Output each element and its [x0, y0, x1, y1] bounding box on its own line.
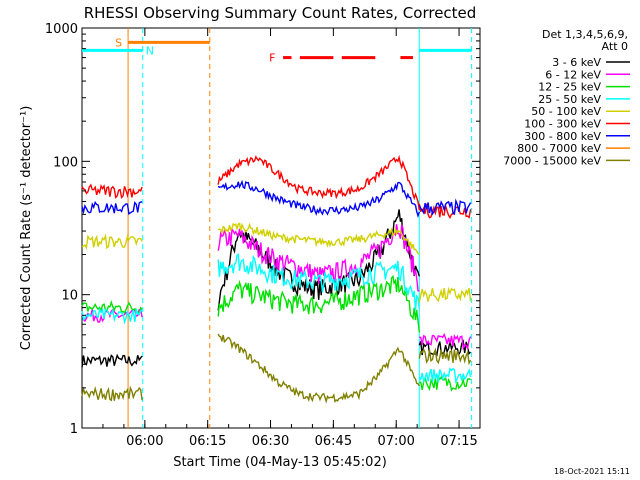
legend-entry-label: 800 - 7000 keV [517, 142, 601, 155]
legend-header: Att 0 [602, 40, 628, 53]
series-line-2 [81, 274, 471, 392]
y-tick-label: 1 [70, 422, 78, 437]
flag-label: F [269, 52, 275, 65]
x-tick-label: 06:45 [315, 434, 352, 449]
chart-title: RHESSI Observing Summary Count Rates, Co… [84, 4, 477, 22]
series-line-5 [81, 154, 472, 219]
legend-header: Det 1,3,4,5,6,9, [542, 28, 628, 41]
series-line-8 [81, 333, 472, 404]
footer-date: 18-Oct-2021 15:11 [554, 467, 630, 476]
legend-entry-label: 50 - 100 keV [531, 105, 601, 118]
legend-entry-label: 25 - 50 keV [538, 93, 601, 106]
x-axis-label: Start Time (04-May-13 05:45:02) [173, 455, 387, 470]
x-tick-label: 07:00 [377, 434, 414, 449]
x-tick-label: 06:15 [189, 434, 226, 449]
x-tick-label: 06:00 [126, 434, 163, 449]
series-line-3 [81, 253, 472, 385]
legend-entry-label: 7000 - 15000 keV [503, 154, 601, 167]
legend-entry-label: 100 - 300 keV [524, 118, 601, 131]
series-line-6 [81, 179, 472, 218]
flag-label: N [146, 44, 154, 57]
series-lines [81, 154, 472, 404]
y-tick-label: 1000 [45, 22, 78, 37]
legend-entry-label: 6 - 12 keV [545, 68, 601, 81]
y-tick-label: 10 [61, 289, 78, 304]
y-axis: 1 10 100 1000 [45, 22, 480, 437]
observing-flags: S N F [82, 36, 472, 65]
vertical-markers [127, 28, 473, 428]
legend-entry-label: 3 - 6 keV [552, 56, 601, 69]
legend-entry-label: 300 - 800 keV [524, 130, 601, 143]
flag-label: S [115, 36, 122, 49]
y-axis-label: Corrected Count Rate (s⁻¹ detector⁻¹) [19, 106, 34, 351]
x-axis: 06:00 06:15 06:30 06:45 07:00 07:15 [81, 28, 481, 449]
x-tick-label: 07:15 [440, 434, 477, 449]
x-tick-label: 06:30 [252, 434, 289, 449]
y-tick-label: 100 [53, 155, 78, 170]
series-line-0 [81, 209, 472, 368]
series-line-4 [81, 222, 472, 303]
plot-area [81, 27, 481, 429]
legend-entry-label: 12 - 25 keV [538, 81, 601, 94]
series-line-1 [81, 224, 472, 351]
